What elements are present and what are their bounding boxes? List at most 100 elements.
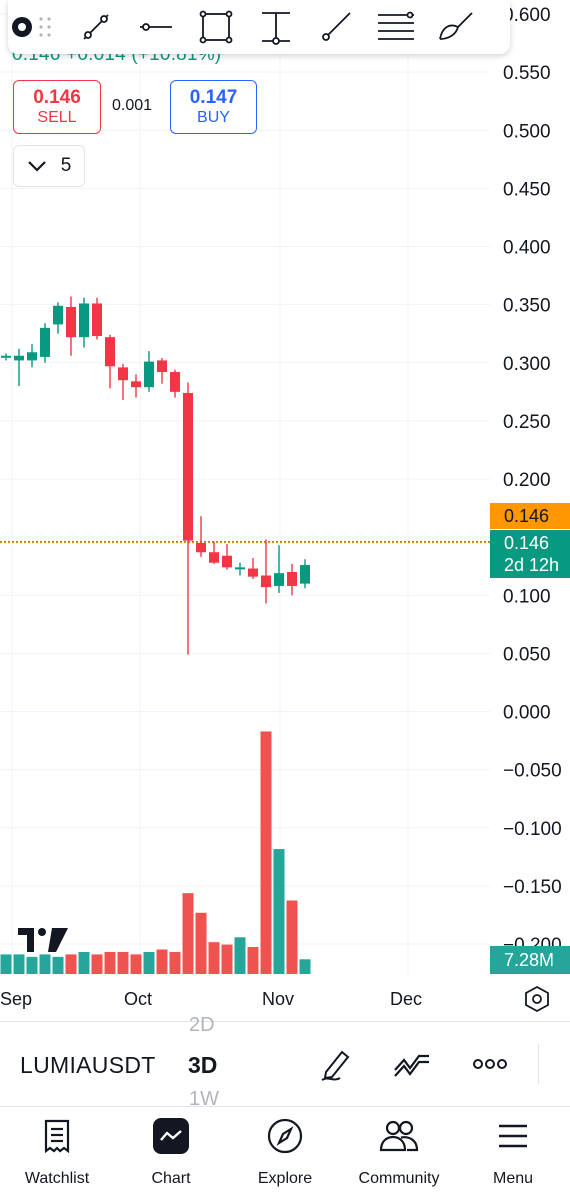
price-axis-label: 0.450 xyxy=(503,179,551,200)
volume-bar xyxy=(221,944,233,974)
price-axis-label: 0.600 xyxy=(503,5,551,26)
nav-watchlist[interactable]: Watchlist xyxy=(0,1108,114,1200)
measure-icon xyxy=(262,12,290,45)
nav-label: Watchlist xyxy=(24,1170,90,1187)
candle-body xyxy=(79,303,89,338)
candle-body xyxy=(118,367,128,381)
spread-value: 0.001 xyxy=(112,97,153,114)
candle-body xyxy=(235,567,245,570)
indicators-button[interactable] xyxy=(390,1042,434,1086)
measure-tool-button[interactable] xyxy=(246,2,306,52)
nav-chart[interactable]: Chart xyxy=(114,1108,228,1200)
candle-body xyxy=(196,542,206,553)
buy-label: BUY xyxy=(197,109,230,126)
pencil-icon xyxy=(321,1050,350,1081)
sell-button[interactable]: 0.146 SELL xyxy=(13,80,101,134)
price-axis-label: 0.550 xyxy=(503,63,551,84)
symbol-name[interactable]: LUMIAUSDT xyxy=(20,1052,156,1078)
candle-body xyxy=(287,572,297,586)
tradingview-badge-icon xyxy=(12,17,32,37)
price-axis-label: 0.250 xyxy=(503,412,551,433)
volume-bar xyxy=(130,954,142,974)
price-axis-label: 0.000 xyxy=(503,703,551,724)
volume-bar xyxy=(286,900,298,974)
bid-price-tag: 0.146 xyxy=(490,503,570,529)
chart-canvas[interactable]: 0.600 0.550 0.500 0.450 0.400 0.350 0.300 0.250… xyxy=(0,0,570,1020)
candle-body xyxy=(66,306,76,338)
volume-bar xyxy=(156,949,168,974)
price-axis-label: 0.500 xyxy=(503,121,551,142)
more-options-button[interactable] xyxy=(468,1042,512,1086)
volume-tag: 7.28M xyxy=(490,946,570,974)
time-label-dec: Dec xyxy=(390,989,423,1009)
price-axis: 0.600 0.550 0.500 0.450 0.400 0.350 0.300 0.250… xyxy=(503,5,562,956)
bottom-nav: Watchlist Chart Explore Community xyxy=(0,1108,570,1200)
community-icon xyxy=(379,1120,419,1152)
nav-explore[interactable]: Explore xyxy=(228,1108,342,1200)
candle-body xyxy=(27,352,37,361)
candle-body xyxy=(131,381,141,388)
watchlist-icon xyxy=(44,1119,70,1153)
indicator-count: 5 xyxy=(60,155,72,176)
wave-icon xyxy=(394,1054,429,1077)
buy-button[interactable]: 0.147 BUY xyxy=(170,80,257,134)
horizontal-line-icon xyxy=(140,23,172,31)
volume-bar xyxy=(143,951,155,974)
trend-line-tool-button[interactable] xyxy=(66,2,126,52)
candle-layer xyxy=(1,296,310,655)
volume-bar xyxy=(104,951,116,974)
fib-levels-tool-button[interactable] xyxy=(366,2,426,52)
brush-tool-button[interactable] xyxy=(426,2,486,52)
last-price-value: 0.146 xyxy=(504,533,550,553)
volume-bar xyxy=(247,947,259,974)
price-axis-label: 0.300 xyxy=(503,354,551,375)
more-icon xyxy=(473,1059,507,1069)
candle-body xyxy=(274,573,284,586)
price-axis-label: 0.050 xyxy=(503,644,551,665)
candle-body xyxy=(261,575,271,588)
interval-option-prev[interactable]: 2D xyxy=(189,1014,215,1036)
nav-community[interactable]: Community xyxy=(342,1108,456,1200)
last-price-tag: 0.146 2d 12h xyxy=(490,530,570,578)
tradingview-logo-icon[interactable] xyxy=(18,926,68,952)
grip-icon[interactable] xyxy=(38,15,52,39)
chart-icon xyxy=(153,1118,189,1154)
chart-area[interactable]: 0.600 0.550 0.500 0.450 0.400 0.350 0.300 0.250… xyxy=(0,0,570,1020)
volume-bar xyxy=(52,956,64,974)
volume-bar xyxy=(65,954,77,974)
price-axis-label: −0.100 xyxy=(503,819,562,840)
indicator-collapse-button[interactable]: 5 xyxy=(13,145,85,187)
candle-body xyxy=(248,568,258,577)
candle-body xyxy=(1,355,11,358)
nav-label: Community xyxy=(358,1170,440,1187)
ray-icon xyxy=(322,12,351,41)
volume-bar xyxy=(117,951,129,974)
candle-body xyxy=(183,392,193,541)
candle-body xyxy=(144,361,154,388)
ray-tool-button[interactable] xyxy=(306,2,366,52)
horizontal-line-tool-button[interactable] xyxy=(126,2,186,52)
candle-body xyxy=(40,327,50,357)
candle-body xyxy=(209,552,219,563)
nav-menu[interactable]: Menu xyxy=(456,1108,570,1200)
volume-bar xyxy=(299,959,311,974)
candle-body xyxy=(53,305,63,325)
drawing-tools-button[interactable] xyxy=(314,1042,358,1086)
chart-settings-icon[interactable] xyxy=(522,984,552,1014)
price-axis-label: 0.100 xyxy=(503,586,551,607)
price-axis-label: 0.200 xyxy=(503,470,551,491)
interval-option-next[interactable]: 1W xyxy=(189,1088,219,1110)
candle-body xyxy=(14,355,24,361)
volume-bar xyxy=(182,893,194,974)
interval-selector[interactable]: 3D xyxy=(188,1052,218,1078)
volume-bar xyxy=(78,951,90,974)
volume-bar xyxy=(260,731,272,974)
candle-body xyxy=(92,303,102,337)
price-axis-label: −0.150 xyxy=(503,877,562,898)
volume-bar xyxy=(13,954,25,974)
rectangle-tool-button[interactable] xyxy=(186,2,246,52)
volume-bar xyxy=(195,912,207,974)
price-axis-label: 0.400 xyxy=(503,238,551,259)
volume-bar xyxy=(0,954,12,974)
compass-icon xyxy=(267,1118,303,1154)
